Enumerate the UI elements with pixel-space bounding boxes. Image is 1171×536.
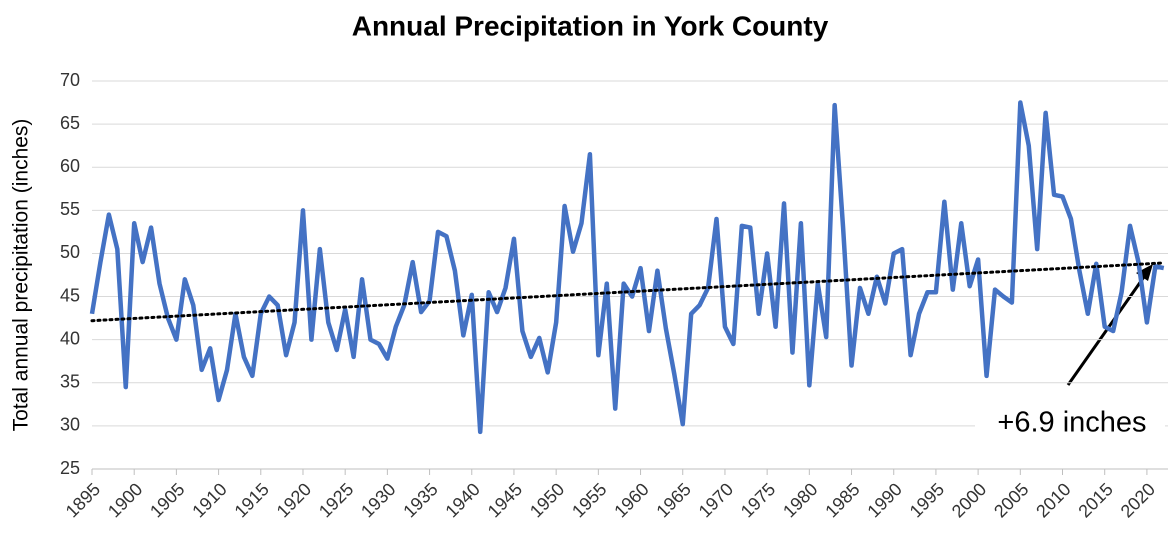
- y-tick-label: 50: [60, 242, 80, 262]
- annotation-bg: [975, 400, 1165, 446]
- y-tick-label: 55: [60, 199, 80, 219]
- y-tick-label: 65: [60, 113, 80, 133]
- y-tick-label: 70: [60, 70, 80, 90]
- y-tick-label: 45: [60, 285, 80, 305]
- annotation-arrowhead: [1136, 264, 1153, 281]
- annotation: +6.9 inches: [997, 407, 1146, 439]
- y-tick-label: 60: [60, 156, 80, 176]
- y-tick-label: 30: [60, 415, 80, 435]
- y-axis-label: Total annual precipitation (inches): [10, 119, 33, 432]
- y-tick-label: 35: [60, 372, 80, 392]
- y-tick-label: 25: [60, 458, 80, 478]
- chart-title: Annual Precipitation in York County: [352, 10, 829, 41]
- trend-line: [90, 261, 1166, 323]
- data-line: [89, 100, 1165, 435]
- y-tick-label: 40: [60, 328, 80, 348]
